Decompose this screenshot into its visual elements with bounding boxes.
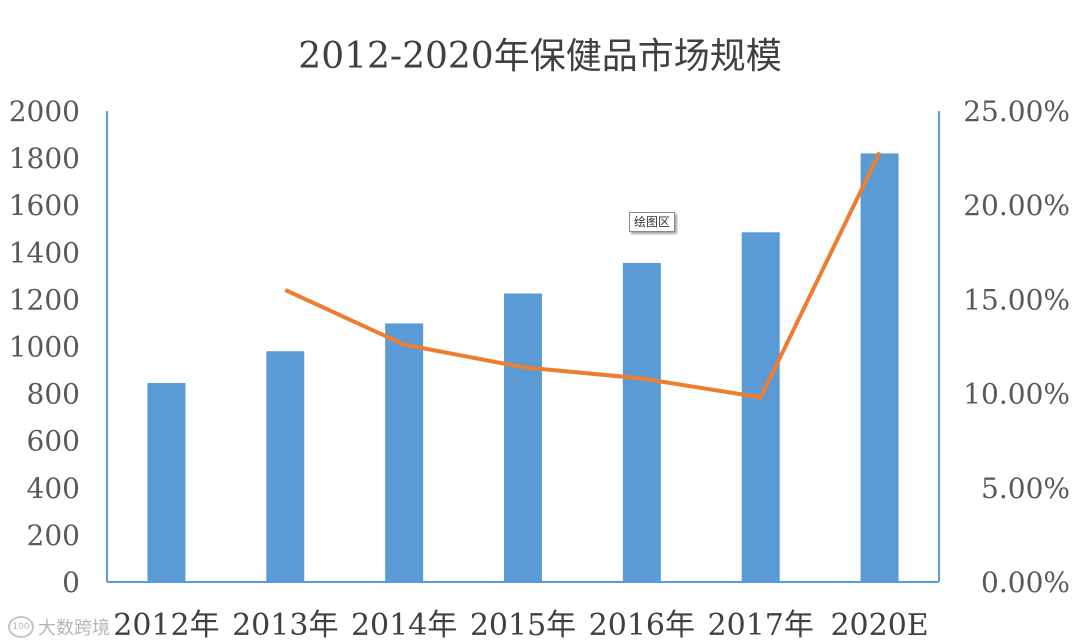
bar [622, 262, 661, 582]
x-tick-label: 2015年 [470, 608, 576, 643]
watermark-text: 大数跨境 [38, 618, 110, 639]
y-left-tick-label: 200 [27, 519, 80, 552]
plot-area: 0 200 400 600 800 1000 1200 1400 1600 1800 2000 0.0… [9, 95, 1070, 643]
watermark-logo: 100 [8, 616, 34, 638]
y-right-tick-label: 5.00% [981, 472, 1070, 505]
y-left-tick-label: 1400 [9, 236, 80, 269]
bar [385, 323, 424, 582]
y-left-tick-label: 1000 [9, 331, 80, 364]
y-left-tick-label: 2000 [9, 95, 80, 128]
y-right-tick-label: 25.00% [963, 95, 1070, 128]
x-tick-label: 2013年 [232, 608, 338, 643]
chart-title: 2012-2020年保健品市场规模 [298, 36, 781, 77]
y-left-tick-label: 1200 [9, 283, 80, 316]
x-tick-label: 2017年 [708, 608, 814, 643]
plot-area-tooltip: 绘图区 [629, 212, 676, 232]
bar [741, 232, 780, 582]
y-left-tick-label: 800 [27, 378, 80, 411]
y-right-tick-label: 15.00% [963, 283, 1070, 316]
y-left-tick-label: 400 [27, 472, 80, 505]
y-left-tick-label: 1800 [9, 142, 80, 175]
y-left-tick-label: 1600 [9, 189, 80, 222]
bar [504, 293, 542, 582]
y-right-tick-label: 10.00% [963, 378, 1070, 411]
x-tick-label: 2016年 [589, 608, 695, 643]
bar [266, 351, 305, 582]
y-right-tick-label: 0.00% [981, 566, 1070, 599]
y-right-tick-label: 20.00% [963, 189, 1070, 222]
x-tick-label: 2014年 [351, 608, 457, 643]
x-tick-label: 2020E [830, 608, 928, 643]
x-tick-label: 2012年 [113, 608, 219, 643]
y-left-tick-label: 600 [27, 425, 80, 458]
growth-line [284, 151, 882, 400]
bar [147, 383, 186, 582]
y-left-tick-label: 0 [62, 566, 80, 599]
bar [860, 153, 899, 582]
watermark: 100 大数跨境 [8, 614, 110, 640]
